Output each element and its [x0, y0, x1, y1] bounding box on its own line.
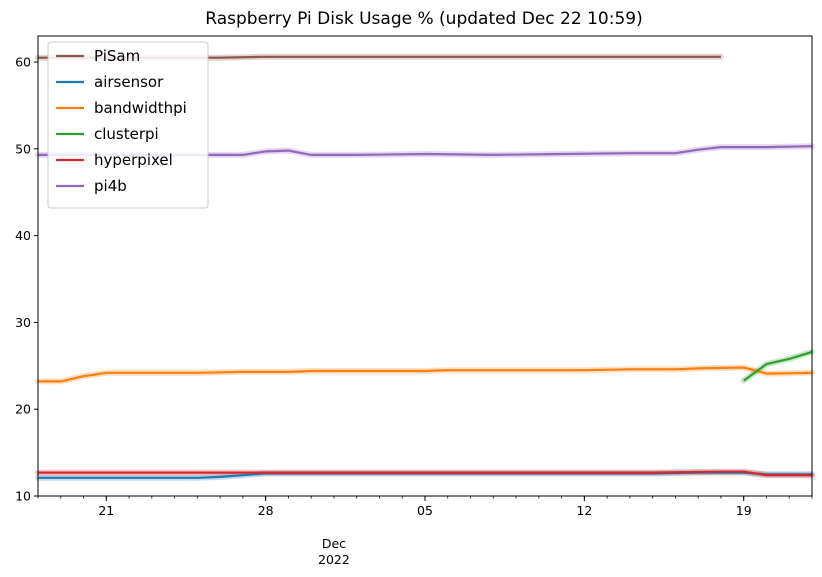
- x-tick-label: 19: [736, 503, 752, 518]
- y-tick-label: 30: [15, 315, 31, 330]
- legend-label-airsensor: airsensor: [94, 73, 164, 91]
- x-tick-label: 05: [417, 503, 433, 518]
- y-tick-label: 20: [15, 402, 31, 417]
- series-line-bandwidthpi: [38, 366, 813, 383]
- legend-label-hyperpixel: hyperpixel: [94, 151, 173, 169]
- legend-box: [47, 41, 209, 209]
- x-year-label: 2022: [318, 552, 350, 567]
- x-tick-label: 28: [258, 503, 274, 518]
- legend: PiSam airsensor bandwidthpi clusterpi hyperp…: [47, 41, 209, 209]
- legend-label-clusterpi: clusterpi: [94, 125, 159, 143]
- x-tick-label: 12: [576, 503, 592, 518]
- series-line-pi4b: [38, 145, 813, 156]
- legend-label-PiSam: PiSam: [94, 47, 140, 65]
- y-tick-label: 10: [15, 489, 31, 504]
- series-line-hyperpixel: [38, 470, 812, 477]
- x-tick-label: 21: [98, 503, 114, 518]
- x-month-label: Dec: [322, 536, 346, 551]
- series-line-clusterpi: [743, 350, 813, 382]
- y-tick-label: 40: [15, 228, 31, 243]
- legend-label-pi4b: pi4b: [94, 177, 127, 195]
- legend-label-bandwidthpi: bandwidthpi: [94, 99, 187, 117]
- y-tick-label: 60: [15, 55, 31, 70]
- y-tick-label: 50: [15, 141, 31, 156]
- chart-title: Raspberry Pi Disk Usage % (updated Dec 2…: [205, 9, 642, 29]
